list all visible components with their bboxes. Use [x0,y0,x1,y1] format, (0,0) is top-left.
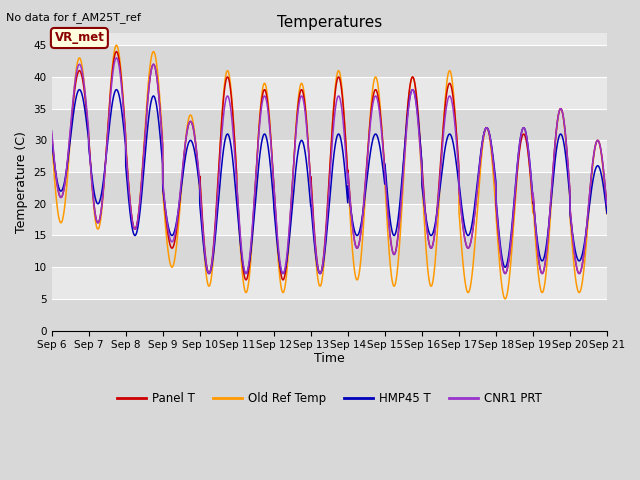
Bar [52,172,607,204]
Legend: Panel T, Old Ref Temp, HMP45 T, CNR1 PRT: Panel T, Old Ref Temp, HMP45 T, CNR1 PRT [112,387,547,409]
Bar [52,45,607,77]
Bar [52,267,607,299]
Y-axis label: Temperature (C): Temperature (C) [15,131,28,232]
Bar [52,299,607,331]
Title: Temperatures: Temperatures [276,15,382,30]
Bar [52,204,607,236]
X-axis label: Time: Time [314,352,345,365]
Bar [52,140,607,172]
Bar [52,236,607,267]
Text: VR_met: VR_met [54,32,104,45]
Bar [52,108,607,140]
Text: No data for f_AM25T_ref: No data for f_AM25T_ref [6,12,141,23]
Bar [52,77,607,108]
